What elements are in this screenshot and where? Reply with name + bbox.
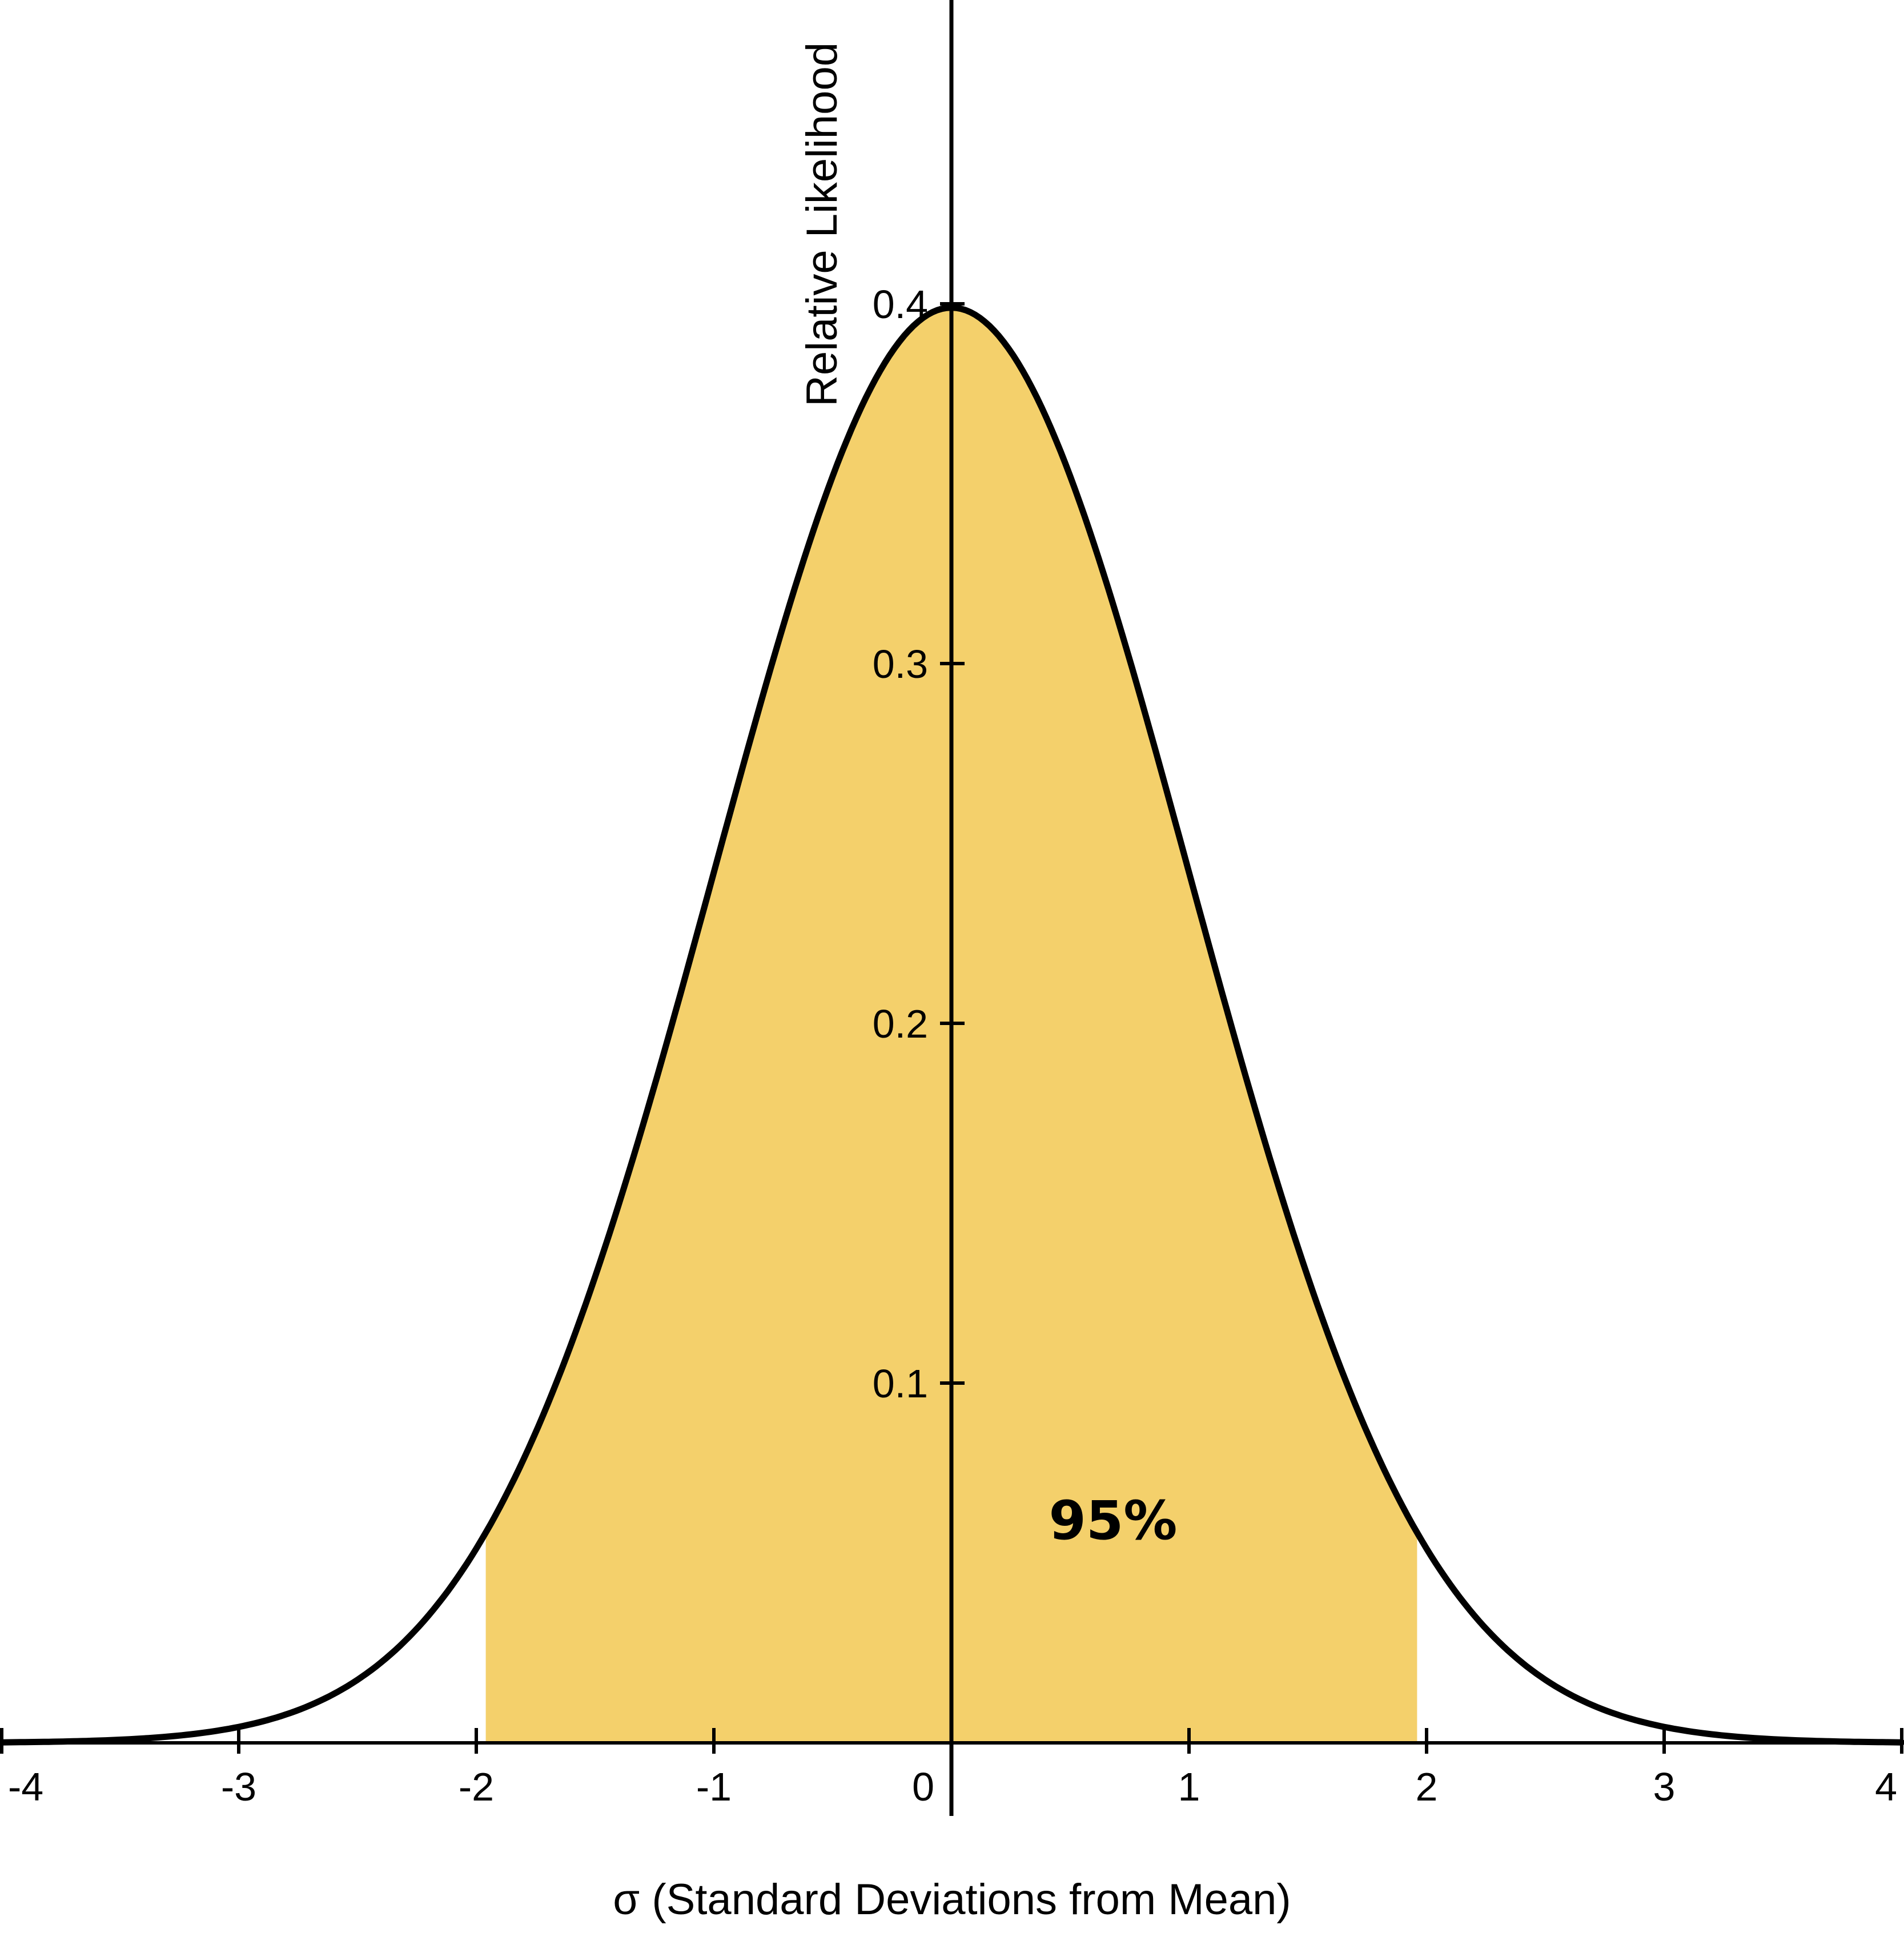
y-axis-ticks: 0.10.20.30.4: [873, 282, 965, 1406]
x-tick-label: 2: [1416, 1765, 1438, 1809]
x-tick-label: -2: [459, 1765, 494, 1809]
y-tick-label: 0.3: [873, 642, 928, 686]
x-axis-ticks: -4 -3 -2 -1 0 1 2 3 4: [0, 1728, 1903, 1809]
y-tick-label: 0.2: [873, 1002, 928, 1046]
x-axis-title: σ (Standard Deviations from Mean): [613, 1875, 1291, 1924]
x-tick-label: 4: [1875, 1765, 1897, 1809]
x-tick-label: -4: [8, 1765, 43, 1809]
x-tick-label: 0: [912, 1765, 934, 1809]
x-tick-label: -3: [221, 1765, 256, 1809]
x-tick-label: 3: [1653, 1765, 1676, 1809]
y-tick-label: 0.1: [873, 1361, 928, 1406]
area-percentage-label: 95%: [1049, 1490, 1178, 1552]
y-axis-title: Relative Likelihood: [798, 42, 846, 407]
normal-density-curve: [0, 304, 1904, 1746]
x-tick-label: -1: [696, 1765, 732, 1809]
x-tick-label: 1: [1178, 1765, 1200, 1809]
